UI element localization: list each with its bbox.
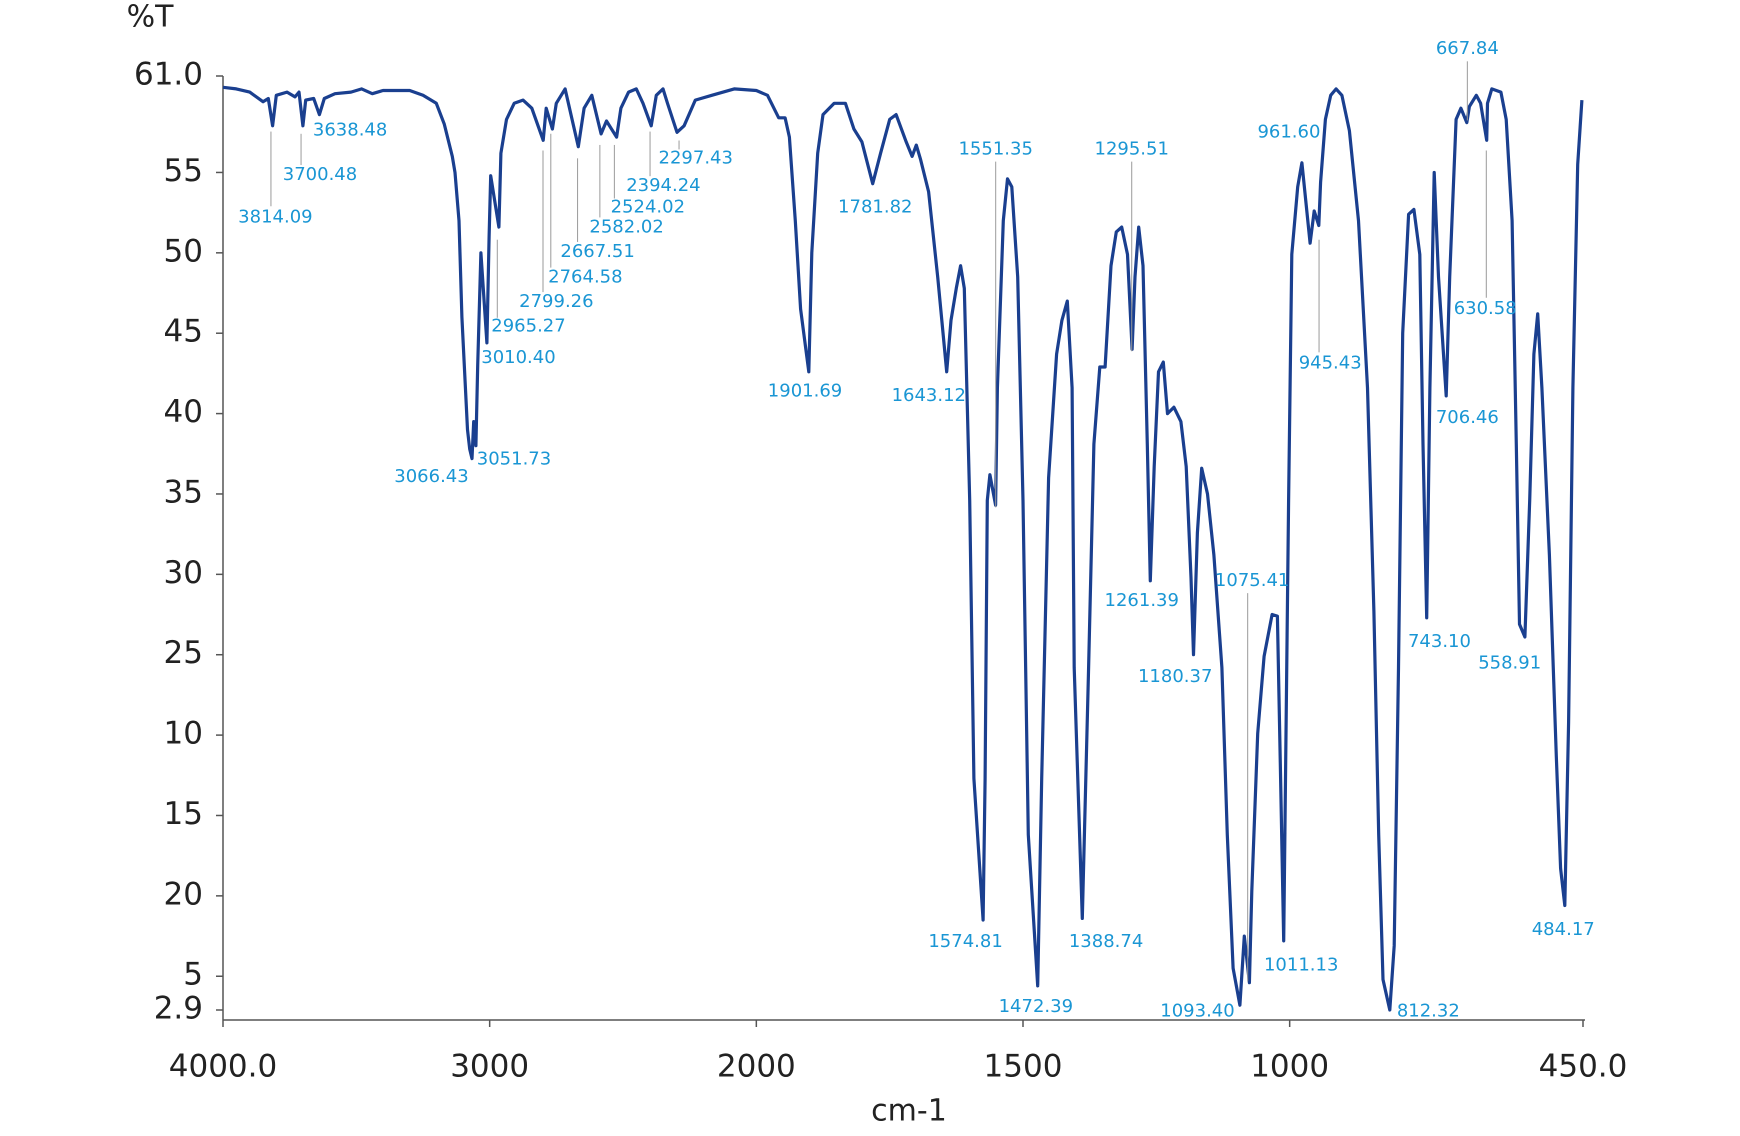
y-tick-label: 30 — [164, 555, 203, 591]
peak-label: 3010.40 — [481, 347, 555, 368]
peak-label: 1643.12 — [892, 385, 966, 406]
peak-label: 961.60 — [1257, 122, 1320, 143]
peak-label: 2764.58 — [548, 267, 622, 288]
peak-label: 2524.02 — [611, 196, 685, 217]
peak-label: 1901.69 — [768, 380, 842, 401]
y-tick-label: 15 — [164, 796, 203, 832]
peak-label: 3638.48 — [313, 119, 387, 140]
y-tick-label: 35 — [164, 474, 203, 510]
x-tick-label: 1000 — [1250, 1049, 1329, 1085]
peak-label: 630.58 — [1454, 298, 1517, 319]
spectrum-line — [222, 85, 1584, 1012]
peak-label: 3066.43 — [394, 466, 468, 487]
x-tick-label: 2000 — [717, 1049, 796, 1085]
peak-label: 2799.26 — [519, 291, 593, 312]
y-tick-label: 50 — [164, 233, 203, 269]
y-tick-label: 5 — [183, 957, 203, 993]
peak-label: 2582.02 — [589, 216, 663, 237]
peak-label: 558.91 — [1478, 652, 1541, 673]
y-tick-label: 61.0 — [134, 57, 203, 93]
peak-label: 2667.51 — [560, 241, 634, 262]
peak-label: 706.46 — [1436, 407, 1499, 428]
peak-label: 1075.41 — [1215, 570, 1289, 591]
y-axis-title: %T — [127, 0, 175, 35]
peak-label: 3814.09 — [238, 206, 312, 227]
peak-label: 1180.37 — [1138, 666, 1212, 687]
peak-label: 484.17 — [1532, 919, 1595, 940]
peak-label: 1472.39 — [999, 996, 1073, 1017]
peak-label: 1388.74 — [1069, 931, 1143, 952]
peak-label: 2394.24 — [626, 175, 700, 196]
y-tick-label: 20 — [164, 876, 203, 912]
x-tick-label: 1500 — [984, 1049, 1063, 1085]
peak-label: 2297.43 — [659, 147, 733, 168]
peak-label: 1574.81 — [928, 931, 1002, 952]
y-tick-label: 45 — [164, 314, 203, 350]
peak-label: 3700.48 — [283, 164, 357, 185]
peak-label: 945.43 — [1299, 352, 1362, 373]
x-tick-label: 3000 — [450, 1049, 529, 1085]
y-tick-label: 10 — [164, 716, 203, 752]
x-axis-title: cm-1 — [871, 1094, 947, 1129]
peak-label: 1295.51 — [1095, 138, 1169, 159]
peak-label: 3051.73 — [477, 448, 551, 469]
x-tick-label: 4000.0 — [169, 1049, 277, 1085]
peak-label: 812.32 — [1397, 1000, 1460, 1021]
peak-label: 2965.27 — [491, 316, 565, 337]
y-tick-label: 40 — [164, 394, 203, 430]
peak-label: 667.84 — [1436, 38, 1499, 59]
peak-label: 743.10 — [1408, 631, 1471, 652]
x-tick-label: 450.0 — [1539, 1049, 1628, 1085]
peak-label: 1093.40 — [1160, 1000, 1234, 1021]
peak-label: 1011.13 — [1264, 955, 1338, 976]
y-tick-label: 2.9 — [154, 991, 203, 1027]
y-tick-label: 55 — [164, 153, 203, 189]
peak-label: 1551.35 — [958, 138, 1032, 159]
y-tick-label: 25 — [164, 635, 203, 671]
peak-label: 1781.82 — [838, 196, 912, 217]
peak-label: 1261.39 — [1105, 590, 1179, 611]
